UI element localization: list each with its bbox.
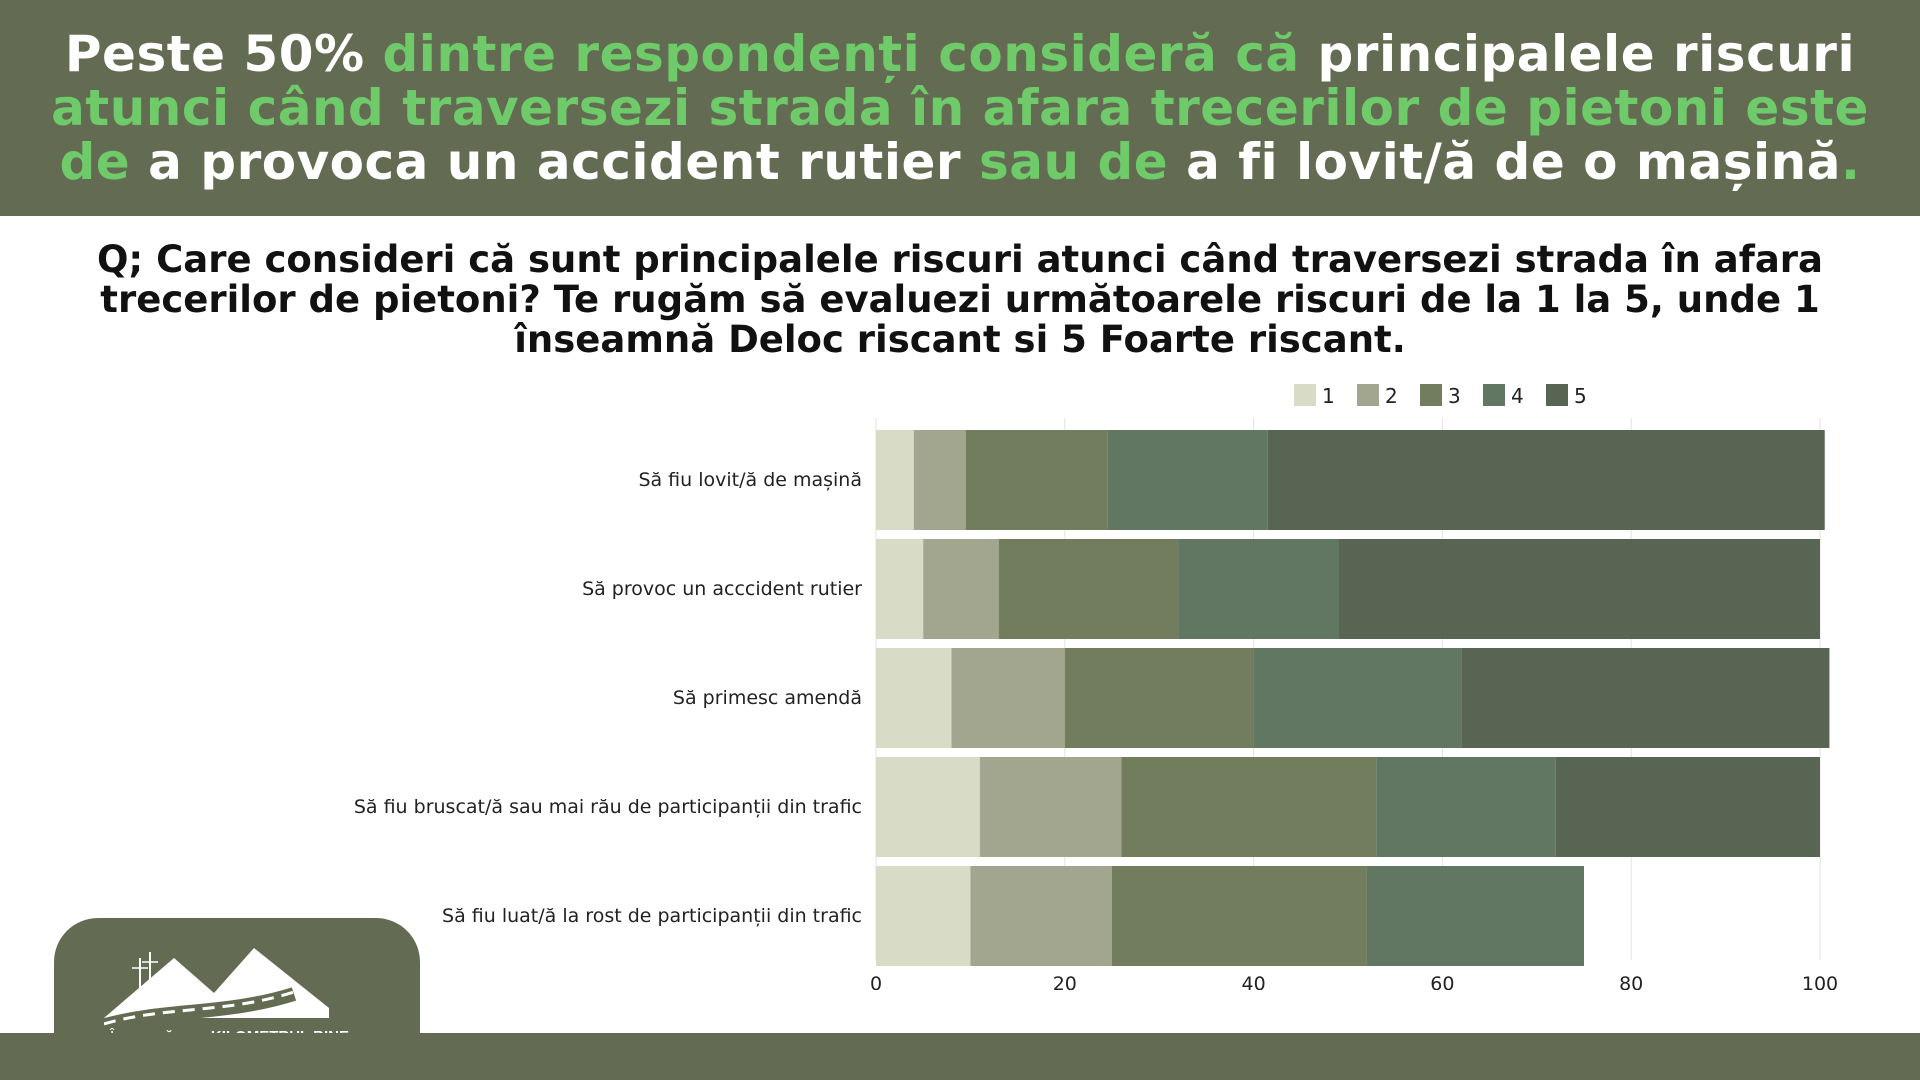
bar-segment bbox=[998, 539, 1179, 639]
headline-segment: dintre respondenți consideră că bbox=[382, 25, 1318, 83]
mountain-road-logo-icon bbox=[104, 948, 329, 1028]
bar-segment bbox=[1107, 430, 1268, 530]
bar-segment bbox=[1338, 539, 1820, 639]
stacked-bar-chart: Să fiu lovit/ă de mașină Să provoc un acc… bbox=[354, 384, 1838, 990]
headline-segment: a fi lovit/ă de o mașină bbox=[1186, 133, 1841, 191]
headline-segment: a provoca un accident rutier bbox=[148, 133, 979, 191]
bar-segment bbox=[1461, 648, 1830, 748]
category-label: Să primesc amendă bbox=[673, 687, 862, 709]
legend-swatch bbox=[1420, 384, 1442, 406]
bar-segment bbox=[876, 648, 952, 748]
legend-swatch bbox=[1546, 384, 1568, 406]
bar-segment bbox=[1178, 539, 1339, 639]
x-tick-label: 60 bbox=[1430, 973, 1454, 990]
legend-label: 5 bbox=[1574, 384, 1587, 408]
survey-question: Q; Care consideri că sunt principalele r… bbox=[40, 240, 1880, 360]
bar-segment bbox=[923, 539, 999, 639]
bar-segment bbox=[1112, 866, 1367, 966]
bar-segment bbox=[1267, 430, 1825, 530]
headline-segment: sau de bbox=[978, 133, 1187, 191]
headline-segment: principalele riscuri bbox=[1317, 25, 1856, 83]
category-label: Să fiu bruscat/ă sau mai rău de particip… bbox=[354, 796, 862, 818]
legend-label: 4 bbox=[1511, 384, 1524, 408]
headline-line-2: atunci când traversezi strada în afara t… bbox=[51, 81, 1869, 135]
bar-segment bbox=[1064, 648, 1254, 748]
headline-segment: de bbox=[59, 133, 149, 191]
x-tick-label: 40 bbox=[1242, 973, 1266, 990]
bar-segment bbox=[876, 757, 980, 857]
question-line-2: trecerilor de pietoni? Te rugăm să evalu… bbox=[100, 278, 1820, 321]
x-tick-label: 100 bbox=[1802, 973, 1838, 990]
headline-segment: . bbox=[1840, 133, 1861, 191]
headline-line-1: Peste 50% dintre respondenți consideră c… bbox=[65, 27, 1855, 81]
category-label: Să provoc un acccident rutier bbox=[582, 578, 862, 600]
bar-segment bbox=[1376, 757, 1556, 857]
legend-swatch bbox=[1483, 384, 1505, 406]
bar-segment bbox=[913, 430, 966, 530]
headline-banner: Peste 50% dintre respondenți consideră c… bbox=[0, 0, 1920, 216]
category-label: Să fiu luat/ă la rost de participanții d… bbox=[442, 905, 862, 927]
legend-label: 2 bbox=[1385, 384, 1398, 408]
bar-segment bbox=[1366, 866, 1584, 966]
question-line-1: Q; Care consideri că sunt principalele r… bbox=[96, 238, 1824, 281]
bar-segment bbox=[1253, 648, 1462, 748]
headline-line-3: de a provoca un accident rutier sau de a… bbox=[60, 135, 1861, 189]
headline-segment: atunci când traversezi strada în afara t… bbox=[51, 79, 1869, 137]
bar-segment bbox=[1121, 757, 1377, 857]
legend-label: 3 bbox=[1448, 384, 1461, 408]
bar-segment bbox=[965, 430, 1108, 530]
legend-swatch bbox=[1357, 384, 1379, 406]
footer-bar bbox=[0, 1033, 1920, 1080]
bar-segment bbox=[876, 430, 914, 530]
bar-segment bbox=[951, 648, 1065, 748]
x-tick-label: 80 bbox=[1619, 973, 1643, 990]
category-label: Să fiu lovit/ă de mașină bbox=[638, 469, 862, 491]
bar-segment bbox=[979, 757, 1122, 857]
question-line-3: înseamnă Deloc riscant si 5 Foarte risca… bbox=[514, 318, 1406, 361]
bar-segment bbox=[970, 866, 1112, 966]
legend-swatch bbox=[1294, 384, 1316, 406]
bar-segment bbox=[876, 866, 971, 966]
headline-segment: Peste 50% bbox=[64, 25, 383, 83]
bar-segment bbox=[1555, 757, 1820, 857]
x-tick-label: 20 bbox=[1053, 973, 1077, 990]
x-tick-label: 0 bbox=[870, 973, 882, 990]
legend-label: 1 bbox=[1322, 384, 1335, 408]
bar-segment bbox=[876, 539, 924, 639]
